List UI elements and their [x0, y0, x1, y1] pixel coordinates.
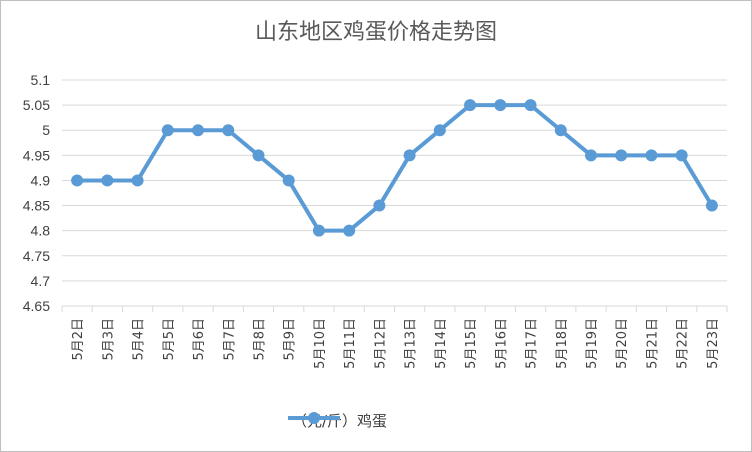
x-tick-label: 5月16日 — [494, 318, 509, 369]
y-tick-label: 4.9 — [31, 172, 51, 188]
x-tick-label: 5月14日 — [434, 318, 449, 369]
x-tick-label: 5月19日 — [585, 318, 600, 369]
data-point — [373, 199, 386, 212]
data-point — [312, 224, 325, 237]
x-tick-label: 5月17日 — [525, 318, 540, 369]
data-point — [222, 124, 235, 137]
x-tick-label: 5月9日 — [283, 318, 298, 361]
x-tick-label: 5月5日 — [162, 318, 177, 361]
x-tick-label: 5月23日 — [706, 318, 721, 369]
data-point — [705, 199, 718, 212]
data-point — [71, 174, 84, 187]
data-point — [615, 149, 628, 162]
x-tick-label: 5月4日 — [132, 318, 147, 361]
data-point — [524, 99, 537, 112]
x-tick-label: 5月21日 — [645, 318, 660, 369]
x-tick-label: 5月3日 — [101, 318, 116, 361]
data-point — [101, 174, 114, 187]
data-point — [584, 149, 597, 162]
x-tick-label: 5月8日 — [252, 318, 267, 361]
x-tick-label: 5月18日 — [555, 318, 570, 369]
data-point — [343, 224, 356, 237]
data-point — [464, 99, 477, 112]
x-tick-label: 5月22日 — [676, 318, 691, 369]
data-point — [554, 124, 567, 137]
x-tick-label: 5月2日 — [71, 318, 86, 361]
data-point — [675, 149, 688, 162]
x-tick-label: 5月11日 — [343, 318, 358, 369]
data-point — [494, 99, 507, 112]
data-point — [282, 174, 295, 187]
legend-marker — [288, 412, 340, 424]
data-point — [131, 174, 144, 187]
data-point — [433, 124, 446, 137]
y-tick-label: 4.65 — [23, 298, 50, 314]
y-tick-label: 5.05 — [23, 97, 50, 113]
data-point — [161, 124, 174, 137]
x-tick-label: 5月6日 — [192, 318, 207, 361]
y-tick-label: 5.1 — [31, 72, 51, 88]
data-point — [403, 149, 416, 162]
y-tick-label: 5 — [42, 122, 50, 138]
data-point — [645, 149, 658, 162]
x-tick-label: 5月10日 — [313, 318, 328, 369]
y-tick-label: 4.85 — [23, 198, 50, 214]
data-point — [192, 124, 205, 137]
legend: （元/斤）鸡蛋 — [286, 408, 387, 432]
x-tick-label: 5月7日 — [222, 318, 237, 361]
series-line — [75, 103, 714, 233]
y-tick-label: 4.8 — [31, 223, 51, 239]
y-tick-label: 4.75 — [23, 248, 50, 264]
x-tick-label: 5月13日 — [404, 318, 419, 369]
y-tick-label: 4.95 — [23, 147, 50, 163]
y-tick-label: 4.7 — [31, 273, 51, 289]
x-tick-label: 5月15日 — [464, 318, 479, 369]
x-tick-label: 5月12日 — [373, 318, 388, 369]
x-tick-label: 5月20日 — [615, 318, 630, 369]
data-point — [252, 149, 265, 162]
chart-title: 山东地区鸡蛋价格走势图 — [254, 20, 497, 45]
